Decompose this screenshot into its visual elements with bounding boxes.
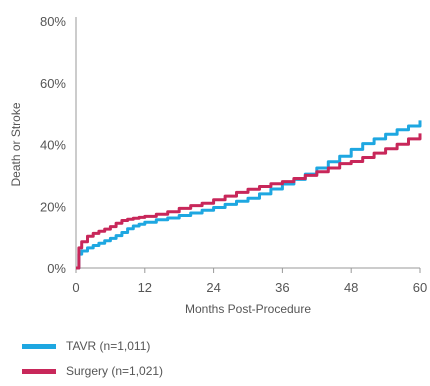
x-tick-label: 36	[275, 280, 289, 295]
x-axis-title: Months Post-Procedure	[185, 302, 311, 316]
x-axis	[75, 267, 421, 273]
km-chart: 0% 20% 40% 60% 80% 0 12 24 36 48 60 Months Post-P…	[9, 14, 427, 316]
y-tick-label: 40%	[40, 138, 66, 153]
y-tick-label: 60%	[40, 76, 66, 91]
y-tick-labels: 0% 20% 40% 60% 80%	[40, 14, 66, 276]
y-tick-label: 80%	[40, 14, 66, 29]
x-tick-label: 12	[138, 280, 152, 295]
x-tick-label: 48	[344, 280, 358, 295]
legend-item-tavr: TAVR (n=1,011)	[22, 336, 163, 356]
y-tick-label: 20%	[40, 199, 66, 214]
x-tick-label: 0	[72, 280, 79, 295]
legend: TAVR (n=1,011) Surgery (n=1,021)	[22, 336, 163, 386]
series-lines	[76, 120, 422, 270]
legend-swatch-tavr	[22, 343, 56, 349]
legend-swatch-surgery	[22, 368, 56, 374]
x-tick-label: 60	[413, 280, 427, 295]
x-tick-labels: 0 12 24 36 48 60	[72, 280, 427, 295]
legend-label-surgery: Surgery (n=1,021)	[66, 364, 164, 378]
series-line-surgery	[76, 133, 422, 270]
legend-item-surgery: Surgery (n=1,021)	[22, 361, 163, 381]
x-tick-label: 24	[206, 280, 220, 295]
legend-label-tavr: TAVR (n=1,011)	[66, 339, 151, 353]
y-axis-title: Death or Stroke	[9, 102, 23, 186]
y-tick-label: 0%	[47, 261, 66, 276]
series-line-tavr	[76, 120, 422, 270]
